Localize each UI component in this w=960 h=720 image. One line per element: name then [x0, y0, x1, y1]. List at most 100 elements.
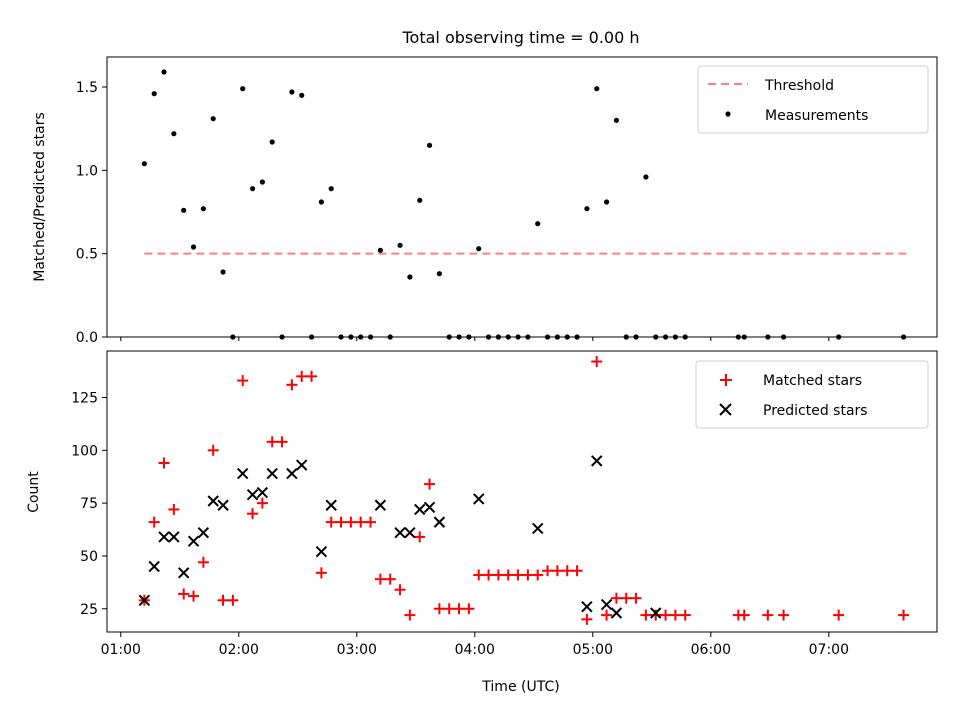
predicted-legend-label: Predicted stars — [763, 403, 868, 419]
predicted-star-marker — [237, 467, 249, 480]
matched-star-marker — [581, 613, 593, 625]
matched-star-marker — [158, 457, 170, 469]
matched-star-marker — [414, 531, 426, 543]
matched-star-marker — [898, 609, 910, 621]
matched-star-marker — [571, 565, 583, 577]
predicted-star-marker — [138, 594, 151, 607]
matched-star-marker — [669, 609, 681, 621]
matched-star-marker — [610, 592, 622, 604]
matched-star-marker — [453, 603, 465, 615]
matched-star-marker — [433, 603, 445, 615]
matched-star-marker — [266, 436, 278, 448]
measurement-point — [299, 92, 305, 98]
matched-legend-label: Matched stars — [763, 373, 862, 389]
matched-star-marker — [315, 567, 327, 579]
x-tick-label: 04:00 — [455, 642, 495, 658]
measurement-point — [397, 242, 403, 248]
matched-star-marker — [355, 516, 367, 528]
matched-star-marker — [286, 379, 298, 391]
matched-star-marker — [247, 508, 259, 520]
predicted-star-marker — [177, 567, 190, 579]
bottom-axes-frame — [106, 350, 938, 633]
matched-star-marker — [188, 590, 200, 602]
top-y-tick-label: 1.5 — [76, 80, 98, 96]
measurement-point — [535, 221, 541, 227]
measurement-point — [377, 247, 383, 253]
measurement-point — [259, 179, 265, 185]
matched-star-marker — [197, 556, 209, 568]
top-legend: Threshold Measurements — [697, 65, 929, 134]
measurement-point — [181, 207, 187, 213]
matched-star-marker — [640, 609, 652, 621]
matched-star-marker — [473, 569, 485, 581]
matched-star-marker — [620, 592, 632, 604]
matched-star-marker — [394, 584, 406, 596]
predicted-star-marker — [650, 607, 662, 619]
top-axes-frame — [106, 56, 938, 338]
matched-star-marker — [522, 569, 534, 581]
matched-star-marker — [532, 569, 544, 581]
x-tick-label: 06:00 — [691, 642, 731, 658]
x-axis-label: Time (UTC) — [481, 679, 559, 695]
measurement-point — [269, 139, 275, 145]
top-legend-box — [697, 65, 929, 134]
predicted-star-marker — [246, 488, 259, 501]
matched-star-marker — [443, 603, 455, 615]
matched-star-marker — [168, 503, 180, 515]
matched-star-marker — [148, 516, 160, 528]
matched-legend-swatch — [720, 374, 732, 386]
measurement-point — [171, 131, 177, 137]
matched-star-marker — [778, 609, 790, 621]
matched-star-marker — [630, 592, 642, 604]
matched-star-marker — [178, 588, 190, 600]
predicted-star-marker — [197, 526, 210, 539]
bottom-y-tick-label: 50 — [80, 549, 98, 565]
predicted-star-marker — [591, 455, 603, 467]
matched-star-marker — [306, 370, 318, 382]
matched-star-marker — [374, 573, 386, 585]
measurement-point — [141, 161, 147, 167]
predicted-legend-swatch — [719, 403, 732, 416]
predicted-star-marker — [394, 526, 406, 539]
top-y-tick-label: 0.5 — [76, 247, 98, 263]
measurements-legend-swatch — [725, 111, 731, 117]
predicted-star-marker — [266, 467, 278, 480]
predicted-star-marker — [187, 535, 200, 547]
matched-star-marker — [256, 497, 268, 509]
matched-star-marker — [650, 609, 662, 621]
measurement-point — [190, 244, 197, 250]
x-tick-label: 07:00 — [809, 642, 849, 658]
matched-star-marker — [217, 594, 229, 606]
matched-star-marker — [424, 478, 436, 490]
top-chart-title: Total observing time = 0.00 h — [401, 28, 639, 47]
matched-star-marker — [601, 609, 613, 621]
matched-star-marker — [296, 370, 308, 382]
top-y-tick-label: 1.0 — [76, 163, 98, 179]
matched-star-marker — [345, 516, 357, 528]
predicted-star-marker — [325, 499, 337, 511]
x-tick-label: 05:00 — [573, 642, 613, 658]
matched-star-marker — [833, 609, 845, 621]
predicted-star-marker — [414, 503, 426, 516]
predicted-star-marker — [315, 546, 328, 558]
predicted-star-marker — [423, 501, 436, 514]
matched-star-marker — [483, 569, 495, 581]
matched-star-marker — [551, 565, 563, 577]
predicted-star-marker — [581, 600, 593, 613]
bottom-legend-box — [695, 360, 929, 429]
predicted-star-marker — [286, 467, 298, 480]
predicted-star-marker — [532, 522, 544, 535]
matched-star-marker — [325, 516, 337, 528]
threshold-legend-label: Threshold — [764, 78, 834, 94]
matched-star-marker — [591, 356, 603, 368]
x-tick-label: 02:00 — [219, 642, 259, 658]
predicted-star-marker — [374, 499, 387, 511]
measurement-point — [249, 186, 256, 192]
predicted-star-marker — [148, 560, 160, 573]
bottom-panel: Count Time (UTC) 01:00 02:00 03:00 04:00 05:… — [26, 350, 938, 695]
matched-star-marker — [512, 569, 524, 581]
matched-star-marker — [384, 573, 396, 585]
matched-star-marker — [679, 609, 691, 621]
predicted-star-marker — [404, 526, 416, 539]
